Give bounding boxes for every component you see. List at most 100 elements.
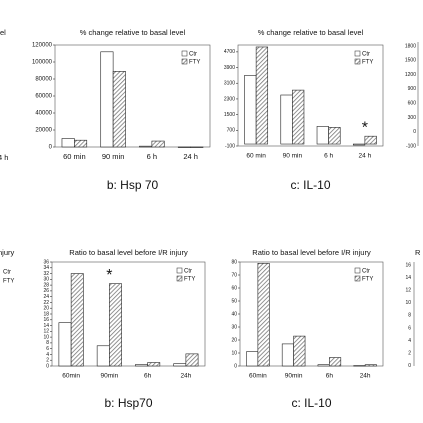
bar: [353, 365, 366, 367]
y-tick-label: 36: [43, 259, 49, 265]
y-tick-label: 40000: [35, 111, 52, 117]
fragment-tick: 900: [408, 86, 417, 92]
legend-swatch: [354, 275, 361, 282]
y-tick-label: 10: [43, 334, 49, 340]
legend-swatch: [354, 267, 361, 274]
fragment-tick: 1200: [405, 72, 416, 78]
legend-label: Ctr: [189, 52, 197, 58]
legend-swatch: [181, 50, 188, 57]
y-tick-label: 16: [43, 317, 49, 323]
fragment: Ctr: [3, 270, 11, 276]
y-tick-label: 20000: [35, 128, 52, 134]
chart-title: % change relative to basal level: [258, 28, 364, 37]
y-tick-label: 40: [231, 311, 237, 317]
legend-label: Ctr: [362, 52, 370, 58]
bar: [246, 351, 259, 367]
y-tick-label: 60000: [35, 94, 52, 100]
fragment: FTY: [3, 279, 14, 285]
y-tick-label: 4700: [224, 49, 235, 55]
bar: [293, 335, 306, 367]
y-tick-label: 100000: [32, 60, 53, 66]
bar: [244, 75, 257, 145]
chart-title: Ratio to basal level before I/R injury: [252, 248, 371, 257]
y-tick-label: 30: [231, 324, 237, 330]
fragment: njury: [0, 248, 15, 257]
y-tick-label: 14: [43, 323, 49, 329]
legend-swatch: [176, 267, 183, 274]
y-tick-label: 8: [46, 340, 49, 346]
y-tick-label: 1500: [224, 112, 235, 118]
x-tick-label: 24 h: [359, 153, 372, 160]
bar: [100, 51, 114, 148]
fragment-tick: 1800: [405, 43, 416, 49]
bar: [255, 46, 269, 145]
y-tick-label: 60: [231, 285, 237, 291]
bar: [70, 273, 84, 367]
y-tick-label: 30: [43, 277, 49, 283]
y-tick-label: 20: [231, 337, 237, 343]
caption: b: Hsp70: [104, 396, 152, 410]
x-tick-label: 60 min: [63, 152, 86, 161]
x-tick-label: 6h: [326, 373, 334, 380]
y-tick-label: 80: [231, 259, 237, 265]
x-tick-label: 6 h: [147, 152, 157, 161]
y-tick-label: 3900: [224, 65, 235, 71]
y-tick-label: 2300: [224, 96, 235, 102]
x-tick-label: 60 min: [246, 153, 266, 160]
y-tick-label: 12: [43, 329, 49, 335]
legend-swatch: [176, 275, 183, 282]
fragment-tick: 4: [408, 338, 411, 344]
bar: [112, 71, 126, 148]
bar: [109, 283, 122, 367]
y-tick-label: 0: [49, 145, 53, 151]
fragment: 4 h: [0, 153, 8, 162]
chart-title: % change relative to basal level: [80, 28, 186, 37]
fragment-tick: 8: [408, 313, 411, 319]
x-tick-label: 24h: [180, 373, 191, 380]
bar: [177, 146, 191, 148]
caption: c: IL-10: [290, 178, 330, 192]
x-tick-label: 24h: [360, 373, 371, 380]
fragment-tick: 0: [408, 363, 411, 369]
y-tick-label: 2: [46, 358, 49, 364]
fragment: R: [415, 248, 421, 257]
bar: [316, 126, 329, 145]
x-tick-label: 90min: [101, 373, 119, 380]
y-tick-label: 80000: [35, 77, 52, 83]
annotation: *: [106, 267, 112, 284]
fragment-tick: 300: [408, 115, 417, 121]
bar: [58, 322, 72, 367]
fragment-tick: 2: [408, 351, 411, 357]
legend-swatch: [354, 58, 361, 65]
x-tick-label: 6h: [144, 373, 152, 380]
bar: [364, 135, 377, 145]
legend-label: FTY: [184, 277, 195, 283]
fragment-tick: 6: [408, 325, 411, 331]
fragment-tick: 12: [405, 288, 411, 294]
fragment: el: [0, 28, 6, 37]
chart-title: Ratio to basal level before I/R injury: [69, 248, 188, 257]
y-tick-label: 4: [46, 352, 49, 358]
bar: [281, 343, 294, 367]
y-tick-label: 70: [231, 272, 237, 278]
bar: [147, 362, 161, 367]
y-tick-label: 50: [231, 298, 237, 304]
bar: [329, 357, 342, 367]
fragment-tick: 0: [413, 129, 416, 135]
y-tick-label: 0: [46, 363, 49, 369]
plot-frame: [237, 44, 384, 147]
bar: [280, 94, 293, 145]
y-tick-label: 28: [43, 282, 49, 288]
fragment-tick: 1500: [405, 58, 416, 64]
x-tick-label: 60min: [62, 373, 80, 380]
bar: [139, 145, 153, 148]
legend-swatch: [181, 58, 188, 65]
y-tick-label: 32: [43, 271, 49, 277]
x-tick-label: 90min: [285, 373, 303, 380]
bar: [317, 364, 330, 367]
y-tick-label: 120000: [32, 43, 53, 49]
y-tick-label: 34: [43, 265, 49, 271]
y-tick-label: 3100: [224, 81, 235, 87]
x-tick-label: 60min: [249, 373, 267, 380]
y-tick-label: 0: [234, 363, 237, 369]
